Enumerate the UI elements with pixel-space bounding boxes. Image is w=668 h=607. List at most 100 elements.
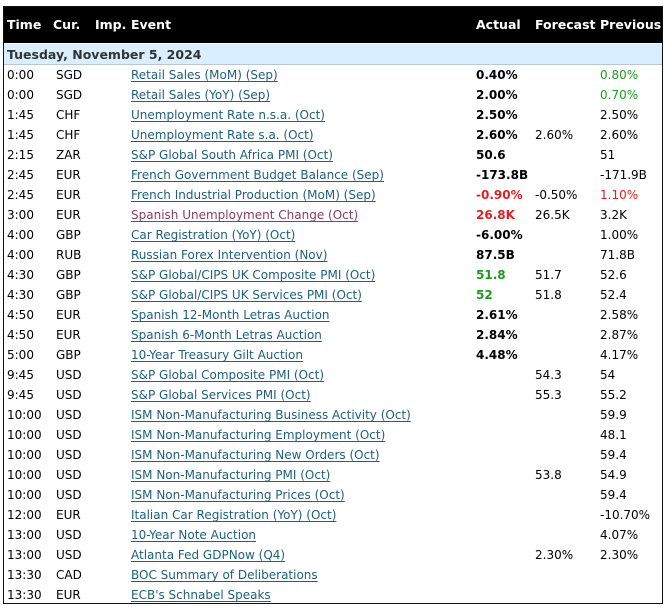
event-link[interactable]: S&P Global/CIPS UK Services PMI (Oct) xyxy=(131,288,362,302)
header-currency[interactable]: Cur. xyxy=(53,17,81,32)
table-row[interactable]: 9:45 USD S&P Global Services PMI (Oct) 55.3… xyxy=(4,385,662,405)
table-row[interactable]: 2:45 EUR French Government Budget Balance … xyxy=(4,165,662,185)
previous-value: 2.60% xyxy=(600,128,639,142)
event-currency: USD xyxy=(56,388,82,402)
table-row[interactable]: 4:50 EUR Spanish 12-Month Letras Auction 2.… xyxy=(4,305,662,325)
previous-value: 3.2K xyxy=(600,208,627,222)
event-link[interactable]: French Industrial Production (MoM) (Sep) xyxy=(131,188,376,202)
header-previous[interactable]: Previous xyxy=(600,17,662,32)
table-row[interactable]: 2:45 EUR French Industrial Production (MoM… xyxy=(4,185,662,205)
table-row[interactable]: 4:00 RUB Russian Forex Intervention (Nov) 8… xyxy=(4,245,662,265)
event-time: 13:00 xyxy=(7,528,42,542)
table-row[interactable]: 4:30 GBP S&P Global/CIPS UK Composite PMI … xyxy=(4,265,662,285)
event-time: 3:00 xyxy=(7,208,34,222)
previous-value: 59.4 xyxy=(600,488,627,502)
previous-value: -171.9B xyxy=(600,168,647,182)
event-link[interactable]: S&P Global South Africa PMI (Oct) xyxy=(131,148,333,162)
event-link[interactable]: S&P Global/CIPS UK Composite PMI (Oct) xyxy=(131,268,376,282)
actual-value: 2.60% xyxy=(476,128,518,142)
table-row[interactable]: 4:30 GBP S&P Global/CIPS UK Services PMI (… xyxy=(4,285,662,305)
event-time: 12:00 xyxy=(7,508,42,522)
table-row[interactable]: 0:00 SGD Retail Sales (MoM) (Sep) 0.40% 0.80… xyxy=(4,65,662,85)
event-link[interactable]: ISM Non-Manufacturing Prices (Oct) xyxy=(131,488,345,502)
event-link[interactable]: Unemployment Rate n.s.a. (Oct) xyxy=(131,108,325,122)
event-time: 0:00 xyxy=(7,88,34,102)
table-row[interactable]: 10:00 USD ISM Non-Manufacturing Business A… xyxy=(4,405,662,425)
event-link[interactable]: BOC Summary of Deliberations xyxy=(131,568,318,582)
table-row[interactable]: 13:30 EUR ECB's Schnabel Speaks xyxy=(4,585,662,603)
event-link[interactable]: ISM Non-Manufacturing New Orders (Oct) xyxy=(131,448,380,462)
event-link[interactable]: ECB's Schnabel Speaks xyxy=(131,588,271,602)
previous-value: 55.2 xyxy=(600,388,627,402)
event-link[interactable]: S&P Global Composite PMI (Oct) xyxy=(131,368,325,382)
event-link[interactable]: 10-Year Note Auction xyxy=(131,528,257,542)
event-currency: CHF xyxy=(56,108,81,122)
event-rows: 0:00 SGD Retail Sales (MoM) (Sep) 0.40% 0.80… xyxy=(4,65,662,603)
previous-value: 48.1 xyxy=(600,428,627,442)
table-row[interactable]: 13:00 USD 10-Year Note Auction 4.07% xyxy=(4,525,662,545)
event-currency: USD xyxy=(56,488,82,502)
table-row[interactable]: 10:00 USD ISM Non-Manufacturing Employment… xyxy=(4,425,662,445)
actual-value: 2.50% xyxy=(476,108,518,122)
table-row[interactable]: 9:45 USD S&P Global Composite PMI (Oct) 54.… xyxy=(4,365,662,385)
event-currency: GBP xyxy=(56,288,81,302)
event-link[interactable]: ISM Non-Manufacturing PMI (Oct) xyxy=(131,468,331,482)
event-time: 13:00 xyxy=(7,548,42,562)
header-importance[interactable]: Imp. xyxy=(95,17,127,32)
event-link[interactable]: ISM Non-Manufacturing Employment (Oct) xyxy=(131,428,386,442)
actual-value: 50.6 xyxy=(476,148,506,162)
event-time: 10:00 xyxy=(7,448,42,462)
event-link[interactable]: Italian Car Registration (YoY) (Oct) xyxy=(131,508,337,522)
event-link[interactable]: Retail Sales (MoM) (Sep) xyxy=(131,68,278,82)
event-time: 2:45 xyxy=(7,188,34,202)
event-time: 1:45 xyxy=(7,128,34,142)
table-row[interactable]: 0:00 SGD Retail Sales (YoY) (Sep) 2.00% 0.70… xyxy=(4,85,662,105)
event-link[interactable]: Unemployment Rate s.a. (Oct) xyxy=(131,128,314,142)
event-currency: GBP xyxy=(56,348,81,362)
table-row[interactable]: 10:00 USD ISM Non-Manufacturing PMI (Oct) 5… xyxy=(4,465,662,485)
event-time: 2:15 xyxy=(7,148,34,162)
event-time: 13:30 xyxy=(7,588,42,602)
forecast-value: 51.7 xyxy=(535,268,562,282)
previous-value: 0.70% xyxy=(600,88,639,102)
table-row[interactable]: 1:45 CHF Unemployment Rate s.a. (Oct) 2.60%… xyxy=(4,125,662,145)
actual-value: -173.8B xyxy=(476,168,529,182)
table-row[interactable]: 1:45 CHF Unemployment Rate n.s.a. (Oct) 2.5… xyxy=(4,105,662,125)
forecast-value: 51.8 xyxy=(535,288,562,302)
actual-value: 2.84% xyxy=(476,328,518,342)
event-link[interactable]: Atlanta Fed GDPNow (Q4) xyxy=(131,548,286,562)
table-row[interactable]: 10:00 USD ISM Non-Manufacturing New Orders… xyxy=(4,445,662,465)
previous-value: 59.9 xyxy=(600,408,627,422)
event-link[interactable]: Spanish Unemployment Change (Oct) xyxy=(131,208,359,222)
event-link[interactable]: Retail Sales (YoY) (Sep) xyxy=(131,88,271,102)
header-forecast[interactable]: Forecast xyxy=(535,17,596,32)
event-link[interactable]: Spanish 6-Month Letras Auction xyxy=(131,328,322,342)
table-row[interactable]: 3:00 EUR Spanish Unemployment Change (Oct)… xyxy=(4,205,662,225)
event-link[interactable]: French Government Budget Balance (Sep) xyxy=(131,168,384,182)
table-row[interactable]: 12:00 EUR Italian Car Registration (YoY) (… xyxy=(4,505,662,525)
event-currency: GBP xyxy=(56,268,81,282)
header-actual[interactable]: Actual xyxy=(476,17,521,32)
event-link[interactable]: ISM Non-Manufacturing Business Activity … xyxy=(131,408,411,422)
event-link[interactable]: Car Registration (YoY) (Oct) xyxy=(131,228,296,242)
event-time: 4:30 xyxy=(7,288,34,302)
table-row[interactable]: 2:15 ZAR S&P Global South Africa PMI (Oct)… xyxy=(4,145,662,165)
event-link[interactable]: Spanish 12-Month Letras Auction xyxy=(131,308,330,322)
event-currency: ZAR xyxy=(56,148,81,162)
event-time: 4:30 xyxy=(7,268,34,282)
table-row[interactable]: 13:00 USD Atlanta Fed GDPNow (Q4) 2.30% 2.30… xyxy=(4,545,662,565)
event-link[interactable]: Russian Forex Intervention (Nov) xyxy=(131,248,328,262)
forecast-value: 54.3 xyxy=(535,368,562,382)
event-link[interactable]: S&P Global Services PMI (Oct) xyxy=(131,388,311,402)
actual-value: 87.5B xyxy=(476,248,515,262)
header-time[interactable]: Time xyxy=(7,17,42,32)
table-row[interactable]: 5:00 GBP 10-Year Treasury Gilt Auction 4.48… xyxy=(4,345,662,365)
table-row[interactable]: 4:00 GBP Car Registration (YoY) (Oct) -6.00… xyxy=(4,225,662,245)
previous-value: 71.8B xyxy=(600,248,635,262)
event-link[interactable]: 10-Year Treasury Gilt Auction xyxy=(131,348,303,362)
table-row[interactable]: 10:00 USD ISM Non-Manufacturing Prices (Oc… xyxy=(4,485,662,505)
header-event[interactable]: Event xyxy=(131,17,172,32)
table-row[interactable]: 4:50 EUR Spanish 6-Month Letras Auction 2.8… xyxy=(4,325,662,345)
table-row[interactable]: 13:30 CAD BOC Summary of Deliberations xyxy=(4,565,662,585)
event-time: 1:45 xyxy=(7,108,34,122)
